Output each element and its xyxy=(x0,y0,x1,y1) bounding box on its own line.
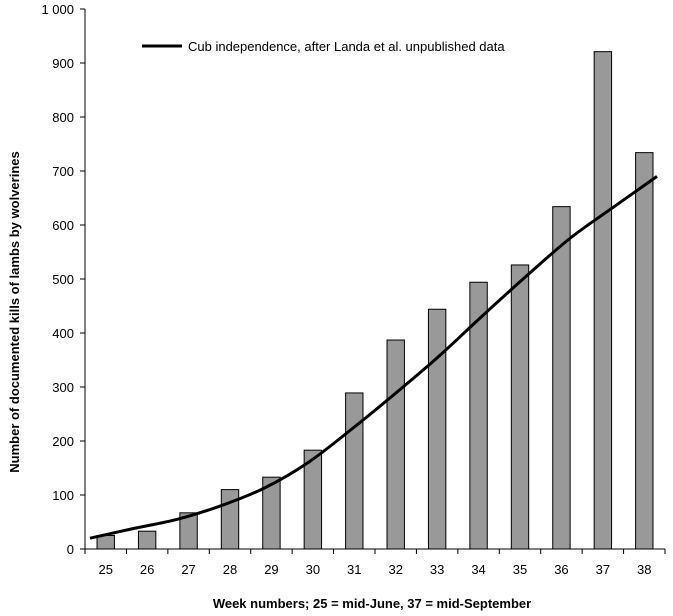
bar-week-36 xyxy=(552,206,571,550)
x-tick-label: 34 xyxy=(471,562,485,577)
y-tick-label: 100 xyxy=(52,488,74,503)
x-tick-label: 33 xyxy=(430,562,444,577)
bar-week-32 xyxy=(386,339,405,550)
x-tick-label: 29 xyxy=(264,562,278,577)
y-tick-label: 300 xyxy=(52,380,74,395)
y-tick-label: 600 xyxy=(52,218,74,233)
bar-week-37 xyxy=(593,51,613,550)
bar-week-33 xyxy=(427,308,447,550)
y-tick-label: 1 000 xyxy=(41,2,74,17)
y-tick-label: 500 xyxy=(52,272,74,287)
cub-independence-line xyxy=(89,175,658,540)
bar-week-26 xyxy=(137,530,157,550)
x-tick-label: 31 xyxy=(347,562,361,577)
legend-label: Cub independence, after Landa et al. unp… xyxy=(188,39,505,54)
x-tick-label: 26 xyxy=(140,562,154,577)
y-tick-label: 900 xyxy=(52,56,74,71)
x-tick-label: 36 xyxy=(554,562,568,577)
bar-week-28 xyxy=(220,489,240,550)
y-axis-title: Number of documented kills of lambs by w… xyxy=(7,151,22,472)
x-tick-label: 30 xyxy=(306,562,320,577)
x-tick-label: 28 xyxy=(223,562,237,577)
bar-week-35 xyxy=(510,264,530,550)
bar-week-34 xyxy=(469,281,488,550)
legend: Cub independence, after Landa et al. unp… xyxy=(142,39,505,54)
x-ticks: 25 26 27 28 29 30 31 32 33 34 35 36 37 38 xyxy=(84,549,666,577)
bar-week-38 xyxy=(635,152,654,550)
bar-week-31 xyxy=(345,392,364,550)
y-tick-label: 200 xyxy=(52,434,74,449)
y-tick-label: 700 xyxy=(52,164,74,179)
x-tick-label: 25 xyxy=(98,562,112,577)
y-tick-label: 0 xyxy=(67,542,74,557)
y-tick-label: 400 xyxy=(52,326,74,341)
x-tick-label: 37 xyxy=(596,562,610,577)
x-tick-label: 27 xyxy=(181,562,195,577)
x-tick-label: 38 xyxy=(637,562,651,577)
x-tick-label: 32 xyxy=(388,562,402,577)
bars-group xyxy=(96,51,654,550)
y-ticks: 0 100 200 300 400 500 600 700 800 900 1 000 xyxy=(41,2,85,557)
y-tick-label: 800 xyxy=(52,110,74,125)
x-tick-label: 35 xyxy=(513,562,527,577)
x-axis-title: Week numbers; 25 = mid-June, 37 = mid-Se… xyxy=(213,596,531,611)
